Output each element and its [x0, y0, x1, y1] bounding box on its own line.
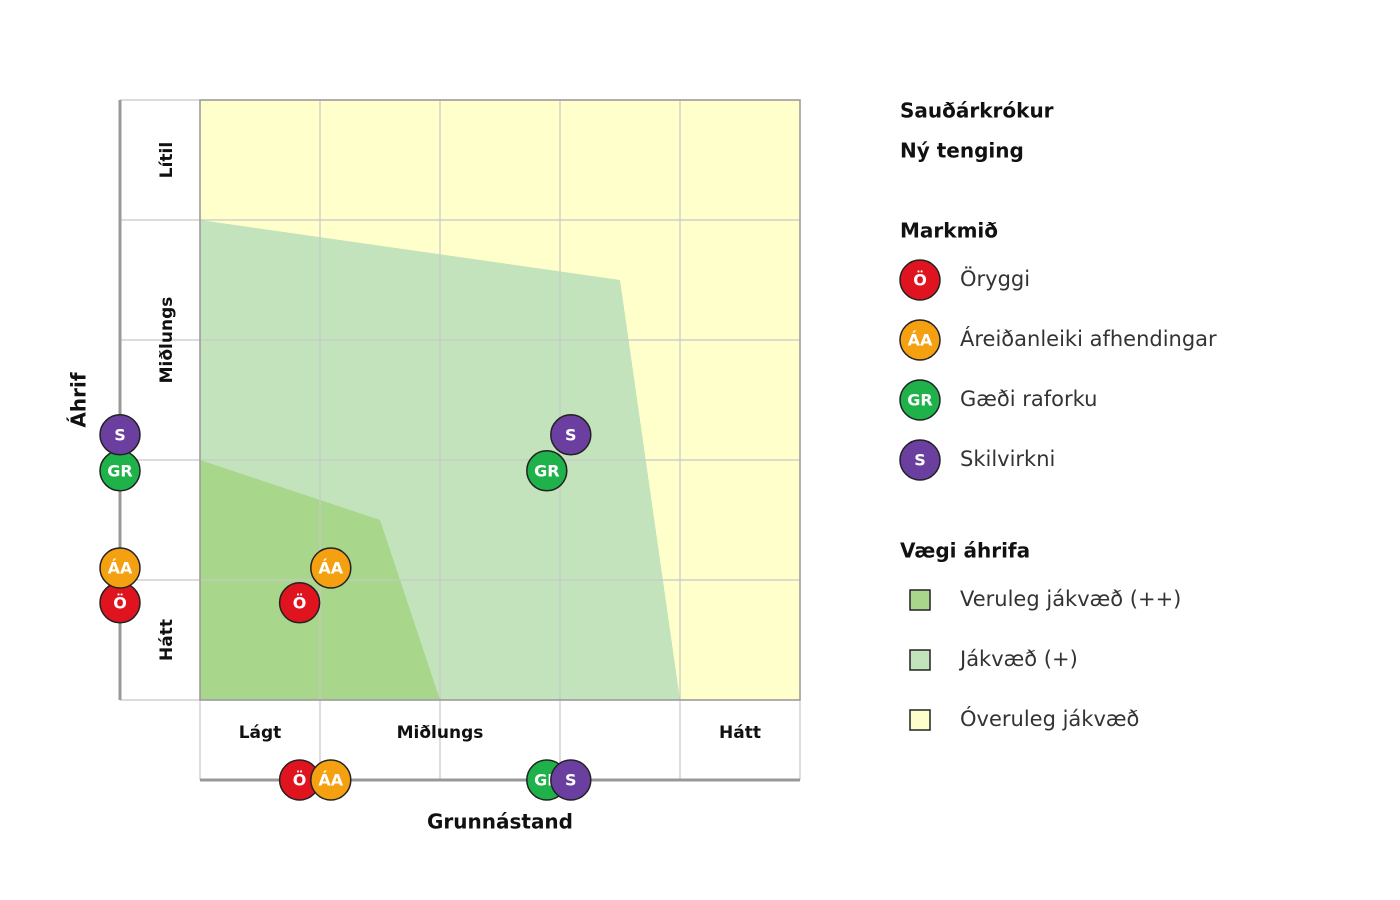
x-band-label: Lágt — [239, 723, 282, 743]
marker-label: GR — [534, 461, 559, 480]
chart-subtitle: Ný tenging — [900, 139, 1024, 163]
marker-label: Ö — [913, 271, 927, 290]
legend-marker: Ö — [899, 259, 941, 301]
x-projection: ÁA — [310, 759, 352, 801]
legend-marker: S — [899, 439, 941, 481]
marker-circle — [899, 259, 941, 301]
y-projection: Ö — [99, 582, 141, 624]
legend-label: Óveruleg jákvæð — [960, 706, 1139, 731]
marker-label: ÁA — [908, 331, 933, 350]
zones-title: Vægi áhrifa — [900, 539, 1030, 563]
marker-circle — [310, 547, 352, 589]
point: GR — [526, 450, 568, 492]
marker-label: Ö — [293, 771, 307, 790]
legend-label: Skilvirkni — [960, 447, 1055, 471]
point: ÁA — [310, 547, 352, 589]
y-axis-title: Áhrif — [67, 372, 91, 427]
marker-circle — [550, 414, 592, 456]
marker-label: GR — [107, 461, 132, 480]
marker-circle — [899, 379, 941, 421]
marker-circle — [278, 582, 321, 624]
legend-label: Veruleg jákvæð (++) — [960, 587, 1181, 611]
marker-circle — [899, 319, 941, 361]
marker-circle — [310, 759, 352, 801]
legend-swatch — [909, 649, 931, 671]
marker-label: S — [565, 425, 577, 444]
legend-label: Áreiðanleiki afhendingar — [960, 326, 1217, 351]
marker-label: Ö — [113, 593, 127, 612]
legend-title: Markmið — [900, 219, 998, 243]
y-projection: S — [99, 414, 141, 456]
marker-circle — [526, 450, 568, 492]
x-band-label: Hátt — [719, 723, 761, 743]
marker-label: S — [565, 771, 577, 790]
point: S — [550, 414, 592, 456]
y-band-label: Miðlungs — [157, 297, 177, 384]
marker-label: ÁA — [318, 559, 343, 578]
chart-title: Sauðárkrókur — [900, 99, 1054, 123]
legend-marker: GR — [899, 379, 941, 421]
marker-label: ÁA — [108, 559, 133, 578]
x-projection: Ö — [278, 759, 321, 801]
legend-label: Jákvæð (+) — [958, 647, 1078, 671]
marker-label: GR — [907, 391, 932, 410]
y-projection: ÁA — [99, 547, 141, 589]
legend-swatch — [909, 589, 931, 611]
marker-label: ÁA — [318, 771, 343, 790]
x-band-label: Miðlungs — [397, 723, 484, 743]
marker-circle — [550, 759, 592, 801]
legend-label: Öryggi — [960, 266, 1030, 291]
marker-circle — [99, 547, 141, 589]
legend-swatch — [909, 709, 931, 731]
y-band-label: Hátt — [157, 619, 177, 661]
plot-border — [199, 99, 801, 701]
marker-label: Ö — [293, 593, 307, 612]
marker-label: S — [114, 425, 126, 444]
y-projection: GR — [99, 450, 141, 492]
x-axis-title: Grunnástand — [427, 810, 573, 834]
marker-label: S — [914, 451, 926, 470]
marker-circle — [899, 439, 941, 481]
marker-circle — [99, 414, 141, 456]
legend-label: Gæði raforku — [960, 387, 1097, 411]
x-projection: S — [550, 759, 592, 801]
y-band-label: Lítil — [157, 142, 177, 178]
point: Ö — [278, 582, 321, 624]
legend-marker: ÁA — [899, 319, 941, 361]
